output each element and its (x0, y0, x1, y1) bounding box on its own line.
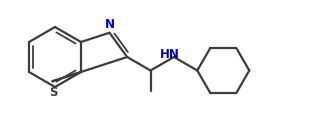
Text: S: S (49, 85, 58, 98)
Text: HN: HN (160, 48, 180, 61)
Text: N: N (105, 18, 114, 30)
